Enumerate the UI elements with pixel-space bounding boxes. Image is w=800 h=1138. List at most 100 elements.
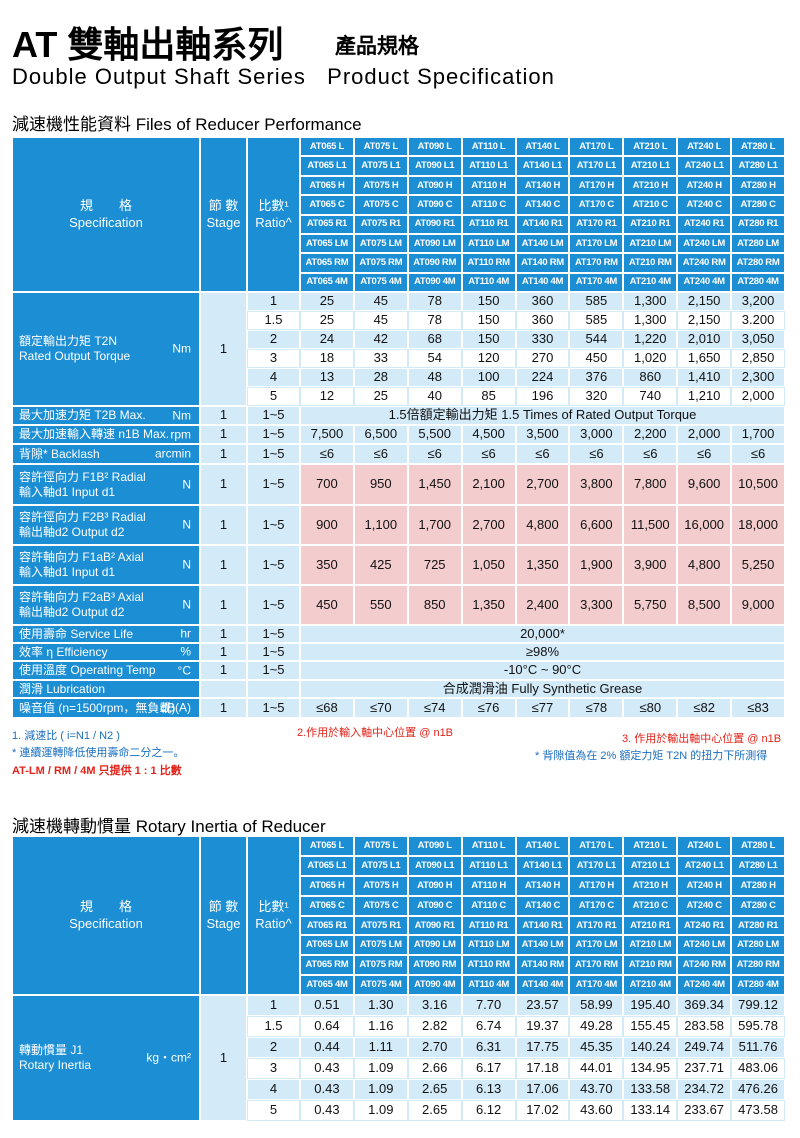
model-name: AT090 C xyxy=(407,895,462,916)
value-cell: 320 xyxy=(569,387,624,406)
value: 2,850 xyxy=(741,350,775,366)
value: 1,210 xyxy=(687,388,721,404)
model-name: AT280 C xyxy=(731,195,785,215)
model-text: AT170 LM xyxy=(575,237,618,249)
ratio-cell: 1~5 xyxy=(247,505,300,545)
ratio-cell: 1~5 xyxy=(247,585,300,625)
value: 19.37 xyxy=(526,1018,559,1034)
header-en: Ratio^ xyxy=(255,915,292,931)
value: 1,450 xyxy=(418,476,451,492)
value-cell: 4,500 xyxy=(461,425,516,444)
model-text: AT280 4M xyxy=(737,276,779,288)
value-cell: 2,400 xyxy=(515,585,570,625)
model-name: AT210 H xyxy=(623,875,678,896)
value-cell: 5,500 xyxy=(407,425,462,444)
model-text: AT065 C xyxy=(309,899,345,911)
model-name: AT065 LM xyxy=(300,935,354,956)
model-text: AT140 L1 xyxy=(522,859,563,871)
model-text: AT280 LM xyxy=(737,237,779,249)
ratio: 1~5 xyxy=(262,426,285,442)
model-text: AT240 RM xyxy=(682,257,726,268)
label-en: Rotary Inertia xyxy=(19,1058,92,1072)
unit: rpm xyxy=(170,427,191,441)
value-cell: 2,700 xyxy=(461,505,516,545)
value: 360 xyxy=(531,312,554,328)
header-en: Ratio^ xyxy=(255,214,292,230)
value: 23.57 xyxy=(526,997,559,1013)
value: ≤6 xyxy=(427,445,442,461)
model-text: AT280 H xyxy=(740,879,776,891)
model-name: AT140 H xyxy=(515,175,570,196)
value: 6.13 xyxy=(475,1081,502,1097)
model-name: AT090 H xyxy=(407,175,462,196)
model-name: AT170 H xyxy=(569,875,624,896)
value: 585 xyxy=(585,312,608,328)
value-cell: 585 xyxy=(569,292,624,311)
ratio-cell: 1.5 xyxy=(247,311,300,330)
model-name: AT110 L1 xyxy=(461,156,516,176)
model-text: AT170 R1 xyxy=(576,919,617,931)
model-name: AT240 L xyxy=(677,137,732,157)
value: 133.58 xyxy=(630,1081,671,1097)
value-cell: 900 xyxy=(300,505,354,545)
model-name: AT065 R1 xyxy=(300,915,354,936)
value-cell: 1.11 xyxy=(353,1037,408,1058)
model-name: AT065 4M xyxy=(300,272,354,292)
value: 0.64 xyxy=(314,1018,340,1034)
value: 3.16 xyxy=(422,997,448,1013)
model-text: AT090 RM xyxy=(413,959,457,971)
row-label: 潤滑 Lubrication xyxy=(12,680,200,698)
value-cell: 1.09 xyxy=(353,1100,408,1121)
model-text: AT170 4M xyxy=(575,979,618,991)
merged-cell: 20,000* xyxy=(300,625,785,643)
model-text: AT140 L xyxy=(525,840,560,851)
value-cell: 85 xyxy=(461,387,516,406)
title-en: Double Output Shaft Series Product Speci… xyxy=(12,64,555,89)
value-cell: ≤6 xyxy=(461,444,516,464)
value-cell: ≤70 xyxy=(353,698,408,718)
label-line: 容許軸向力 F2aB³ Axial xyxy=(19,590,144,604)
stage-cell: 1 xyxy=(200,425,247,444)
stage: 1 xyxy=(219,625,228,641)
stage: 1 xyxy=(219,426,228,442)
value: 595.78 xyxy=(738,1018,778,1034)
value-cell: 1.09 xyxy=(353,1058,408,1079)
model-text: AT280 LM xyxy=(737,939,779,951)
model-name: AT170 L1 xyxy=(569,156,624,176)
stage-cell: 1 xyxy=(200,406,247,425)
value-cell: 850 xyxy=(407,585,462,625)
value: 6,600 xyxy=(580,516,613,532)
value: 850 xyxy=(423,596,446,612)
model-name: AT110 RM xyxy=(461,253,516,273)
value: 376 xyxy=(585,369,608,385)
model-name: AT240 RM xyxy=(677,955,732,976)
value: 2,000 xyxy=(687,426,721,442)
label-line: 輸出軸d2 Output d2 xyxy=(19,605,125,619)
row-label: 效率 η Efficiency% xyxy=(12,643,200,661)
value: 6.12 xyxy=(475,1102,502,1118)
row-label: 使用壽命 Service Life hr xyxy=(12,625,200,643)
model-text: AT240 L1 xyxy=(684,160,724,172)
value-cell: 234.72 xyxy=(677,1079,732,1100)
model-text: AT065 C xyxy=(309,198,345,210)
value: 3,300 xyxy=(580,596,613,612)
model-name: AT210 RM xyxy=(623,955,678,976)
model-name: AT240 H xyxy=(677,875,732,896)
value-cell: 0.64 xyxy=(300,1016,354,1037)
value-cell: 8,500 xyxy=(677,585,732,625)
value-cell: 2.65 xyxy=(407,1100,462,1121)
model-name: AT065 H xyxy=(300,875,354,896)
stage-cell xyxy=(200,680,247,698)
value-cell: 2.70 xyxy=(407,1037,462,1058)
merged-cell: 1.5倍額定輸出力矩 1.5 Times of Rated Output Tor… xyxy=(300,406,785,425)
ratio: 1~5 xyxy=(262,699,285,715)
value: 473.58 xyxy=(738,1102,778,1118)
model-name: AT075 C xyxy=(353,195,408,215)
value-cell: ≤6 xyxy=(677,444,732,464)
note: 2.作用於輸入軸中心位置 @ n1B xyxy=(297,727,454,739)
value: 1,050 xyxy=(472,556,505,572)
stage: 1 xyxy=(219,643,228,659)
model-text: AT240 4M xyxy=(683,979,726,991)
model-name: AT090 R1 xyxy=(407,915,462,936)
value: 1.30 xyxy=(368,997,394,1013)
